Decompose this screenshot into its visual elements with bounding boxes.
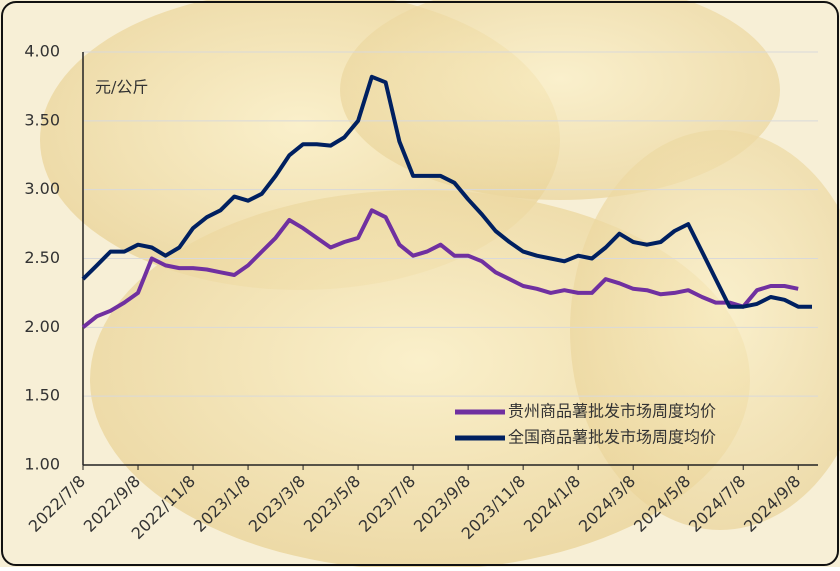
y-tick-label: 3.00	[24, 179, 60, 198]
y-tick-label: 1.50	[24, 386, 60, 405]
unit-annotation: 元/公斤	[95, 78, 148, 97]
legend-label: 贵州商品薯批发市场周度均价	[508, 402, 716, 421]
y-tick-label: 4.00	[24, 42, 60, 61]
chart: 元/公斤 1.001.502.002.503.003.504.002022/7/…	[0, 0, 840, 567]
y-tick-label: 2.50	[24, 248, 60, 267]
legend-label: 全国商品薯批发市场周度均价	[508, 428, 716, 447]
y-tick-label: 2.00	[24, 317, 60, 336]
y-tick-label: 3.50	[24, 110, 60, 129]
y-tick-label: 1.00	[24, 455, 60, 474]
